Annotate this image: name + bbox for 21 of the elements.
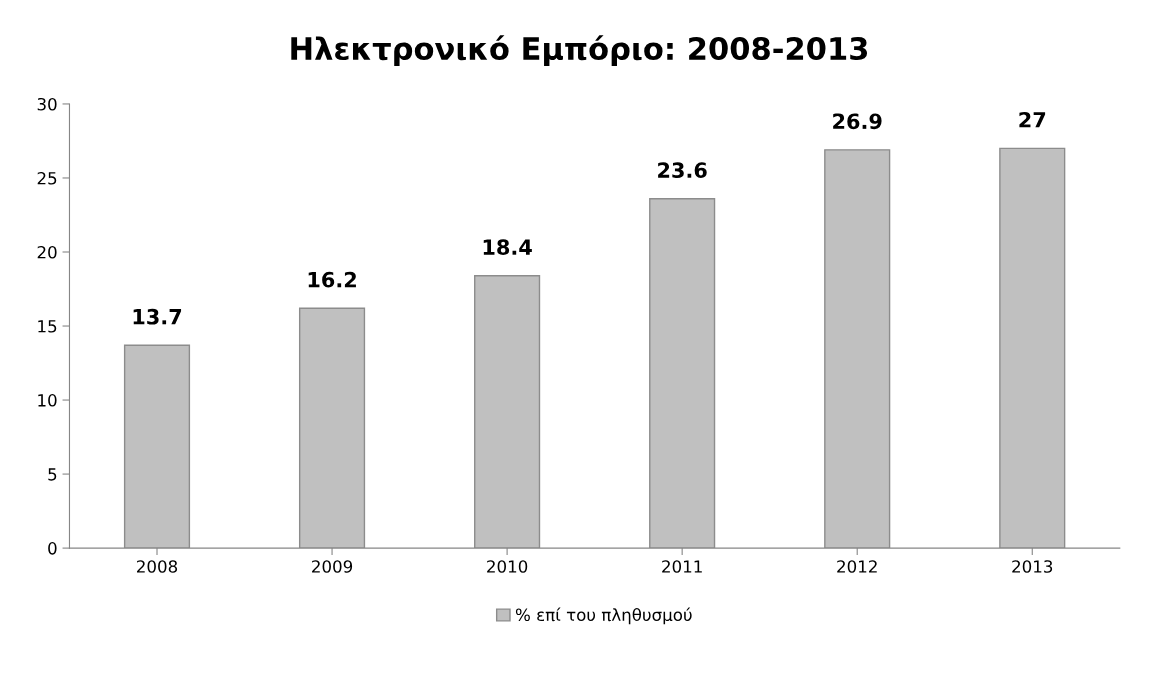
x-tick-label: 2010 [487,560,528,573]
data-label: 23.6 [658,162,707,178]
x-tick-label: 2009 [312,560,353,573]
data-label: 26.9 [833,113,882,130]
data-label: 18.4 [483,239,532,255]
x-tick-label: 2011 [662,560,702,573]
x-tick-label: 2013 [1012,560,1053,573]
data-label: 16.2 [308,271,356,288]
y-tick-label: 0 [48,542,57,555]
y-tick-label: 30 [37,97,57,111]
y-tick-label: 5 [48,468,57,481]
x-tick-label: 2008 [137,560,178,573]
legend-label: % επί του πληθυσμού [515,607,692,625]
y-tick-label: 25 [37,171,57,185]
chart-title: Ηλεκτρονικό Εμπόριο: 2008-2013 [291,35,868,67]
data-label: 13.7 [133,308,182,325]
data-label: 27 [1019,111,1046,128]
x-tick-label: 2012 [837,560,877,573]
y-tick-label: 15 [38,320,57,333]
y-tick-label: 10 [38,394,57,407]
y-tick-label: 20 [37,245,57,259]
